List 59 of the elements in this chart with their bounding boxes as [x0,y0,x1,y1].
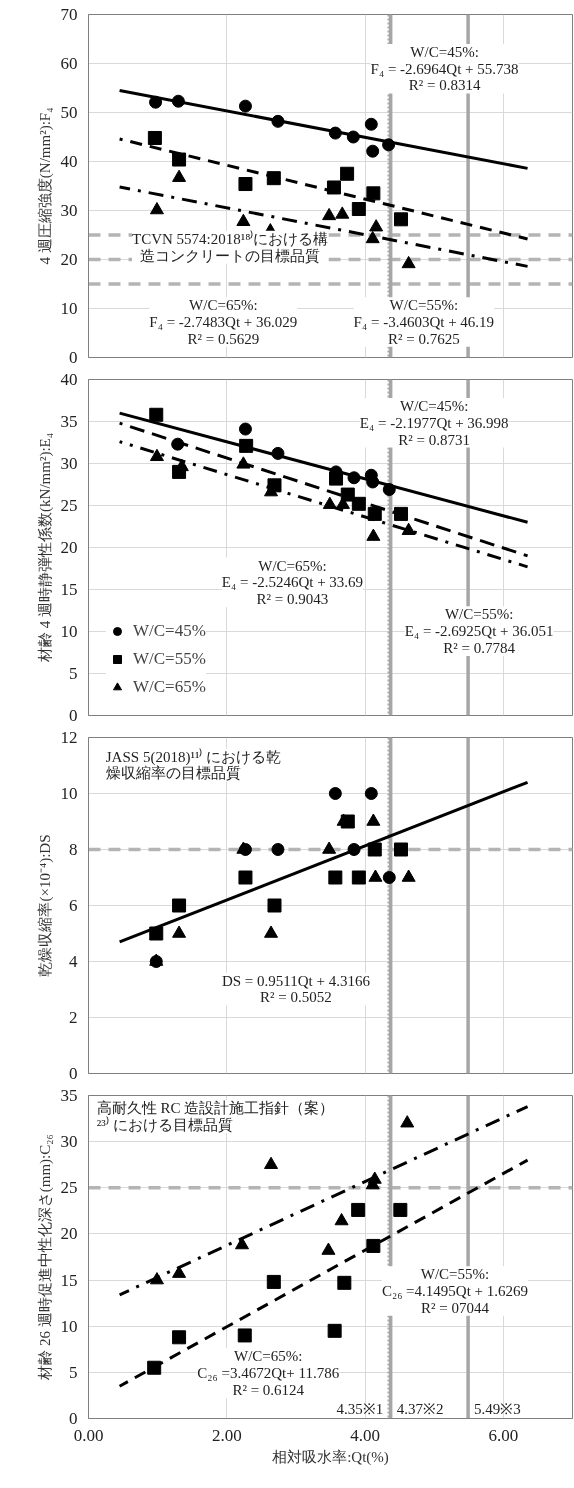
y-tick-label: 60 [60,54,78,73]
y-axis-title: 4 週圧縮強度(N/mm²):F₄ [36,107,54,265]
y-tick-label: 0 [69,1064,78,1083]
legend-label: W/C=45% [133,621,206,641]
y-tick-label: 12 [60,728,78,747]
y-tick-label: 8 [69,840,78,859]
y-tick-label: 15 [60,580,78,599]
ref-line-label: 4.35※1 [336,1400,384,1417]
y-tick-label: 20 [60,538,78,557]
y-tick-label: 0 [69,348,78,367]
annotation: W/C=55%: F₄ = -3.4603Qt + 46.19 R² = 0.7625 [353,297,495,347]
y-axis-title: 材齢 4 週時静弾性係数(kN/mm²):E₄ [36,433,54,663]
y-tick-label: 4 [69,952,78,971]
y-tick-label: 10 [60,1316,78,1336]
annotation: W/C=45%: F₄ = -2.6964Qt + 55.738 R² = 0.8314 [370,43,519,94]
annotation: W/C=65%: E₄ = -2.5246Qt + 33.69 R² = 0.9043 [221,557,364,608]
annotation: DS = 0.9511Qt + 4.3166 R² = 0.5052 [221,972,371,1006]
annotation: W/C=55%: C₂₆ =4.1495Qt + 1.6269 R² = 07044 [381,1266,529,1316]
y-tick-label: 30 [60,1132,78,1152]
annotation: W/C=45%: E₄ = -2.1977Qt + 36.998 R² = 0.8731 [359,397,509,448]
legend-label: W/C=55% [133,649,206,669]
y-axis-title: 材齢 26 週時促進中性化深さ(mm):C₂₆ [36,1134,54,1381]
y-tick-label: 2 [69,1008,78,1027]
ref-line-label: 4.37※2 [396,1400,444,1417]
annotation: W/C=65%: C₂₆ =3.4672Qt+ 11.786 R² = 0.6124 [197,1348,340,1398]
y-tick-label: 15 [60,1270,78,1290]
y-tick-label: 30 [60,454,78,473]
legend-label: W/C=65% [133,677,206,697]
y-tick-label: 25 [60,496,78,515]
x-tick-label: 2.00 [211,1425,242,1445]
y-tick-label: 0 [69,706,78,725]
x-axis-title: 相対吸水率:Qt(%) [272,1448,389,1466]
y-tick-label: 25 [60,1178,78,1198]
y-tick-label: 40 [60,152,78,171]
y-tick-label: 70 [60,5,78,24]
y-axis-title: 乾燥収縮率(×10⁻⁴):DS [36,834,54,977]
y-tick-label: 5 [69,664,78,683]
y-tick-label: 30 [60,201,78,220]
x-tick-label: 4.00 [350,1425,380,1445]
annotation: 高耐久性 RC 造設計施工指針（案） ²³⁾ における目標品質 [96,1100,335,1133]
y-tick-label: 35 [60,1086,78,1105]
ref-line-label: 5.49※3 [474,1400,521,1417]
y-tick-label: 20 [60,250,78,269]
x-tick-label: 0.00 [73,1425,104,1445]
annotation: TCVN 5574:2018¹⁸⁾における構造コンクリートの目標品質 [132,229,329,264]
y-tick-label: 20 [60,1224,78,1244]
annotation: W/C=55%: E₄ = -2.6925Qt + 36.051 R² = 0.7784 [404,606,554,656]
y-tick-label: 10 [60,784,78,803]
y-tick-label: 40 [60,370,78,389]
y-tick-label: 10 [60,299,78,318]
y-tick-label: 6 [69,896,78,915]
annotation: JASS 5(2018)¹¹⁾ における乾燥収縮率の目標品質 [105,747,282,782]
x-tick-label: 6.00 [488,1425,519,1445]
y-tick-label: 5 [69,1362,78,1382]
y-tick-label: 35 [60,412,78,431]
y-tick-label: 50 [60,103,78,122]
annotation: W/C=65%: F₄ = -2.7483Qt + 36.029 R² = 0.5629 [149,297,298,347]
y-tick-label: 10 [60,622,78,641]
y-tick-label: 0 [69,1409,78,1428]
